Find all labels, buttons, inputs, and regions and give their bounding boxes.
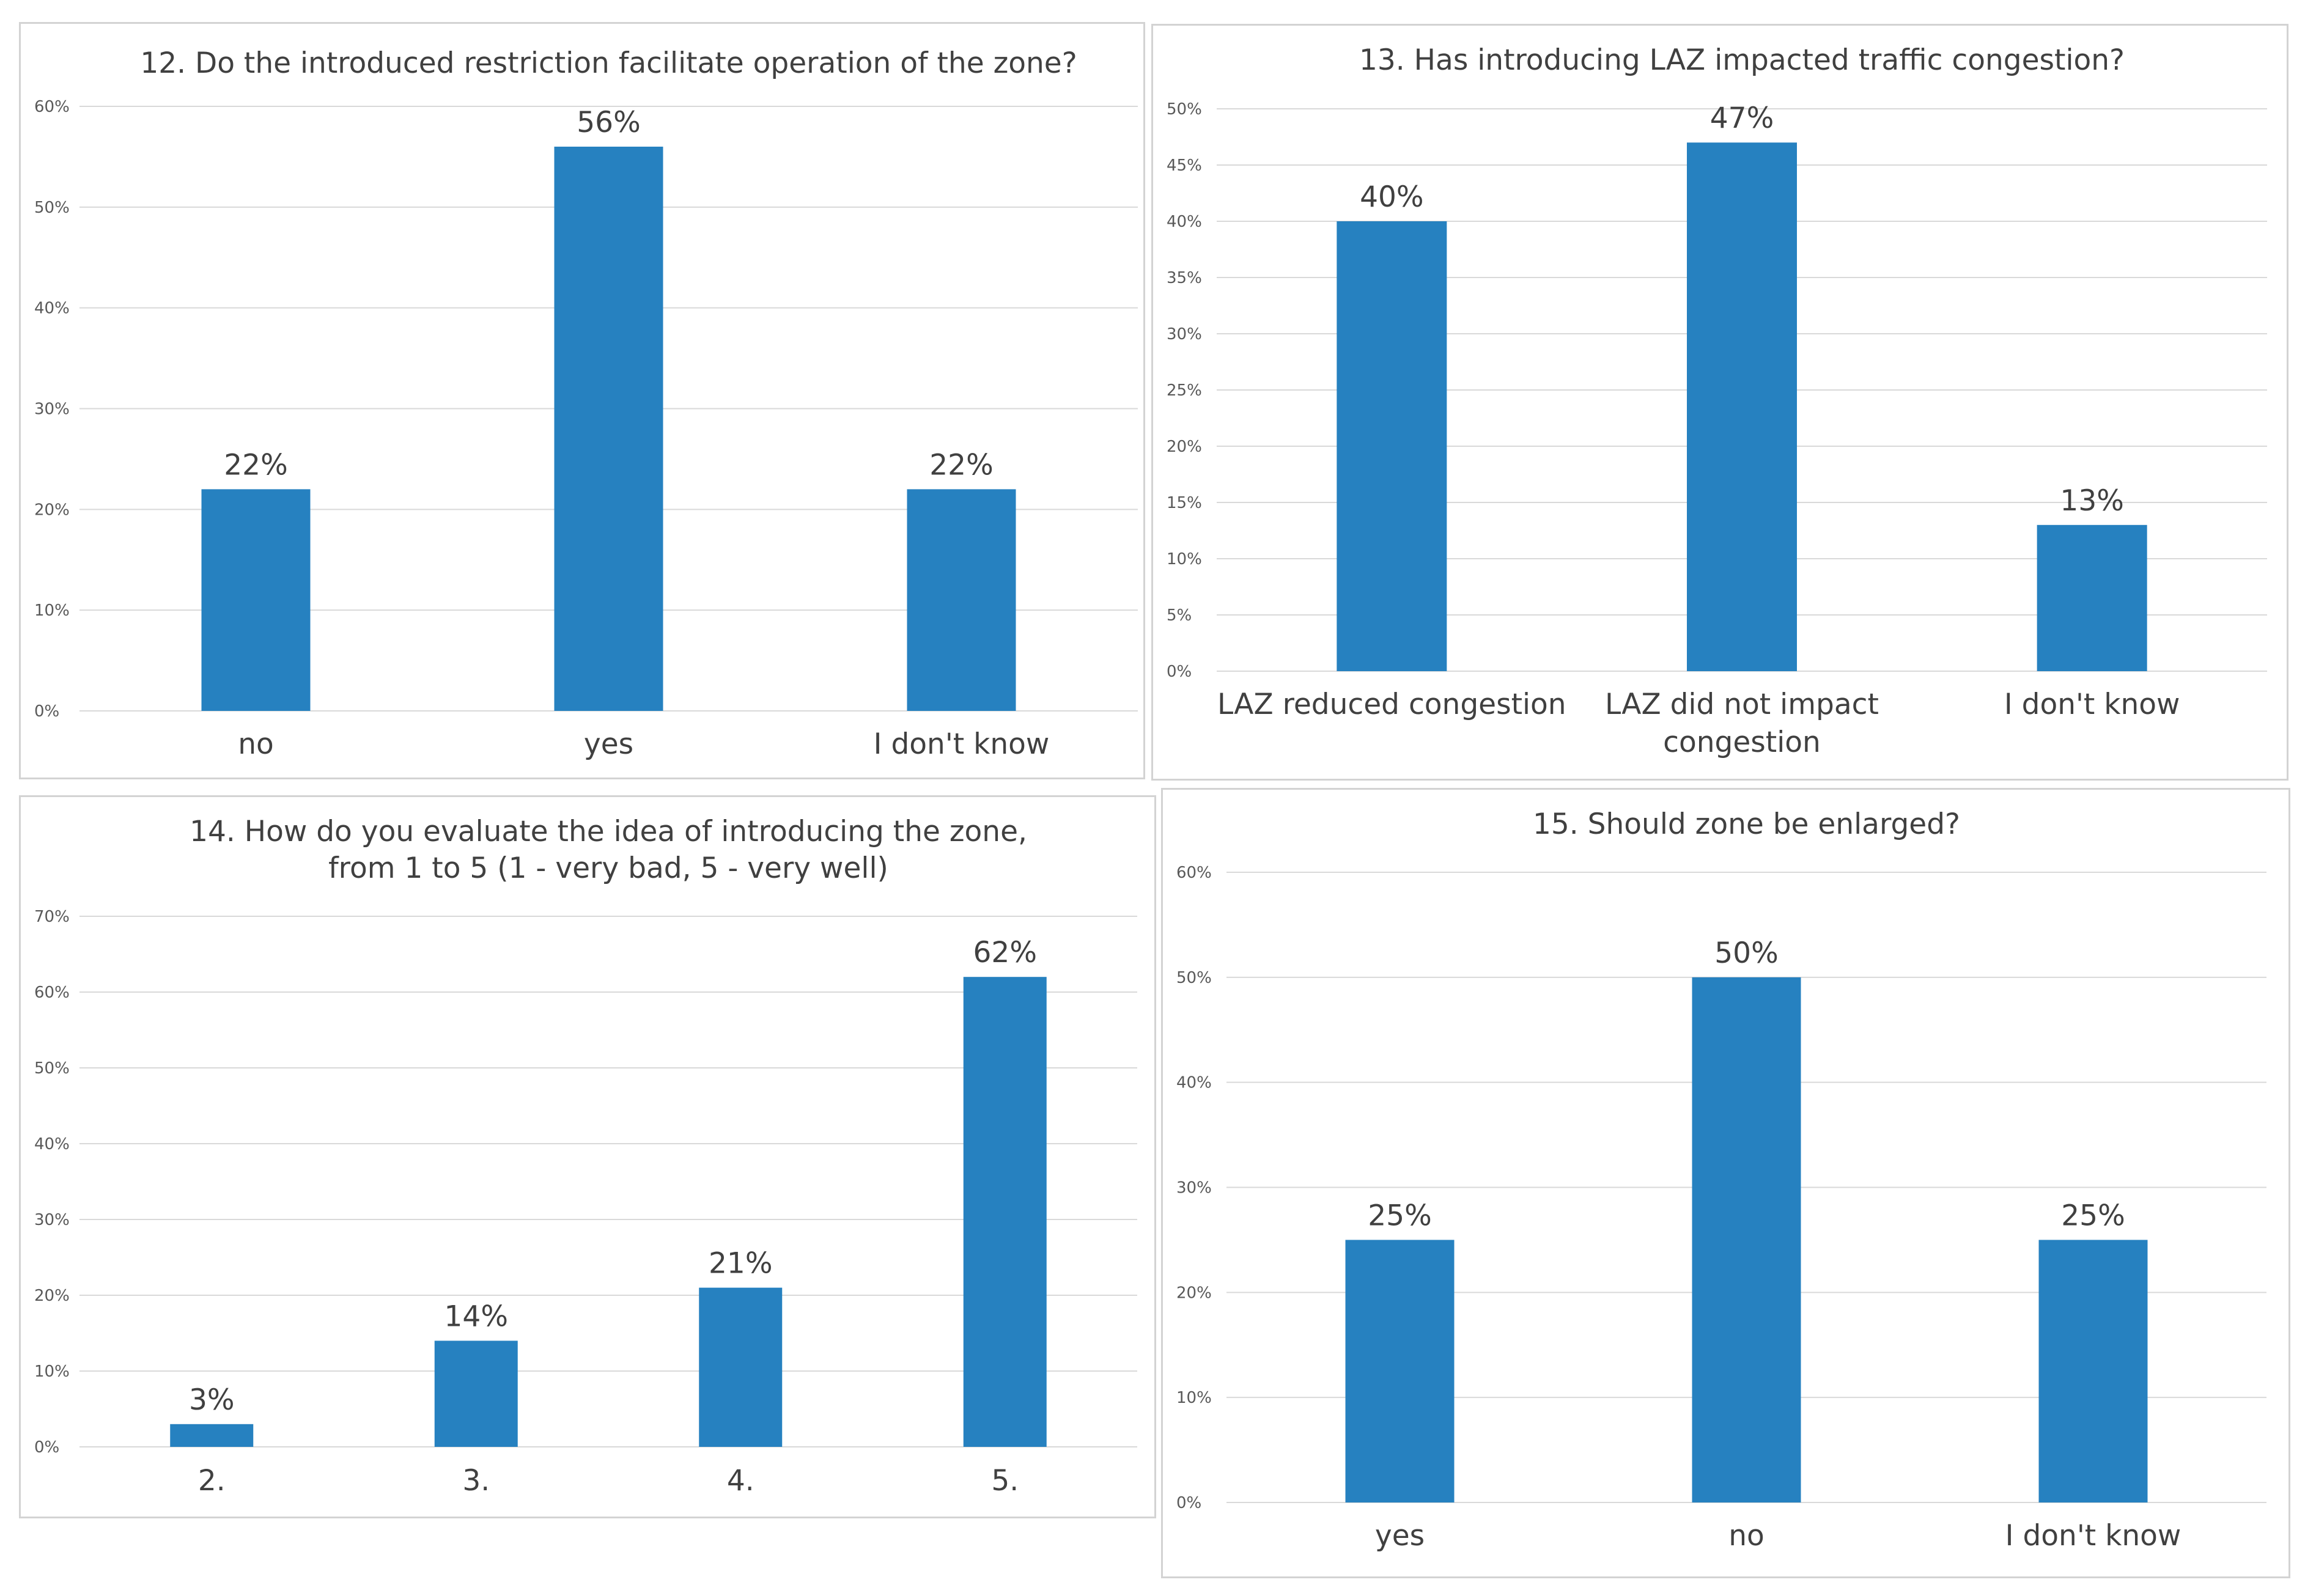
x-tick-label: 3. [462, 1464, 490, 1498]
x-tick-label: LAZ reduced congestion [1217, 688, 1566, 721]
bar [2037, 524, 2147, 671]
y-tick-label: 50% [1176, 969, 1212, 987]
y-tick-label: 10% [34, 601, 70, 620]
y-tick-label: 30% [1167, 325, 1202, 344]
y-tick-label: 5% [1167, 606, 1192, 625]
y-tick-label: 60% [1176, 864, 1212, 882]
y-tick-label: 25% [1167, 381, 1202, 400]
y-tick-label: 0% [1176, 1494, 1201, 1512]
bar [434, 1340, 518, 1447]
chart-title: 15. Should zone be enlarged? [1533, 807, 1960, 841]
y-tick-label: 60% [34, 984, 70, 1002]
x-tick-label: no [1728, 1519, 1765, 1553]
data-label: 25% [1368, 1199, 1431, 1232]
bar [963, 977, 1047, 1447]
y-tick-label: 20% [1176, 1284, 1212, 1302]
bar [201, 489, 311, 711]
y-tick-label: 0% [34, 702, 59, 721]
bar [907, 489, 1016, 711]
chart-panel-q13: 13. Has introducing LAZ impacted traffic… [1151, 24, 2288, 781]
bar [1345, 1240, 1455, 1502]
x-tick-label: yes [1375, 1519, 1425, 1553]
y-tick-label: 40% [1167, 213, 1202, 231]
bar [1687, 142, 1797, 671]
bar [170, 1424, 254, 1447]
y-tick-label: 10% [1167, 550, 1202, 568]
data-label: 13% [2060, 484, 2123, 518]
y-tick-label: 20% [34, 1287, 70, 1305]
chart-title: 13. Has introducing LAZ impacted traffic… [1359, 43, 2125, 77]
y-tick-label: 10% [1176, 1389, 1212, 1407]
bar [1692, 977, 1801, 1502]
chart-q14: 14. How do you evaluate the idea of intr… [34, 815, 1137, 1498]
y-tick-label: 35% [1167, 269, 1202, 287]
data-label: 40% [1360, 180, 1423, 214]
chart-q12: 12. Do the introduced restriction facili… [34, 46, 1138, 761]
y-tick-label: 0% [1167, 663, 1192, 681]
data-label: 3% [189, 1383, 235, 1417]
y-tick-label: 70% [34, 908, 70, 926]
data-label: 22% [929, 448, 993, 482]
y-tick-label: 40% [34, 1135, 70, 1153]
x-tick-label: congestion [1663, 726, 1821, 759]
bar [699, 1287, 783, 1447]
x-tick-label: 2. [198, 1464, 226, 1498]
chart-panel-q14: 14. How do you evaluate the idea of intr… [19, 795, 1156, 1518]
y-tick-label: 20% [34, 501, 70, 519]
chart-title: 12. Do the introduced restriction facili… [140, 46, 1077, 80]
y-tick-label: 45% [1167, 156, 1202, 175]
y-tick-label: 50% [34, 1059, 70, 1078]
x-tick-label: LAZ did not impact [1605, 688, 1879, 721]
y-tick-label: 50% [1167, 100, 1202, 119]
bar [2038, 1240, 2148, 1502]
data-label: 14% [444, 1300, 508, 1333]
x-tick-label: I don't know [2005, 1519, 2181, 1553]
chart-title: from 1 to 5 (1 - very bad, 5 - very well… [328, 851, 888, 885]
bar [554, 146, 663, 711]
y-tick-label: 30% [34, 1211, 70, 1229]
x-tick-label: 5. [991, 1464, 1019, 1498]
x-tick-label: I don't know [2004, 688, 2180, 721]
data-label: 25% [2061, 1199, 2125, 1232]
chart-title: 14. How do you evaluate the idea of intr… [190, 815, 1027, 848]
x-tick-label: no [238, 727, 274, 761]
bar [1337, 221, 1447, 671]
y-tick-label: 40% [1176, 1074, 1212, 1092]
chart-q13: 13. Has introducing LAZ impacted traffic… [1167, 43, 2267, 759]
data-label: 62% [973, 936, 1037, 969]
y-tick-label: 60% [34, 98, 70, 116]
y-tick-label: 0% [34, 1438, 59, 1457]
y-tick-label: 50% [34, 199, 70, 217]
y-tick-label: 10% [34, 1362, 70, 1381]
y-tick-label: 15% [1167, 494, 1202, 512]
x-tick-label: I don't know [874, 727, 1050, 761]
chart-q15: 15. Should zone be enlarged? 0% 10% 20% 30% 4… [1176, 807, 2266, 1553]
chart-panel-q15: 15. Should zone be enlarged? 0% 10% 20% 30% 4… [1161, 788, 2290, 1578]
data-label: 21% [709, 1247, 772, 1281]
chart-panel-q12: 12. Do the introduced restriction facili… [19, 22, 1145, 779]
data-label: 22% [224, 448, 287, 482]
data-label: 56% [577, 106, 640, 139]
y-tick-label: 30% [1176, 1179, 1212, 1197]
y-tick-label: 40% [34, 300, 70, 318]
y-tick-label: 30% [34, 400, 70, 419]
data-label: 50% [1714, 936, 1778, 970]
x-tick-label: 4. [727, 1464, 754, 1498]
y-tick-label: 20% [1167, 438, 1202, 456]
data-label: 47% [1710, 101, 1774, 135]
x-tick-label: yes [584, 727, 633, 761]
